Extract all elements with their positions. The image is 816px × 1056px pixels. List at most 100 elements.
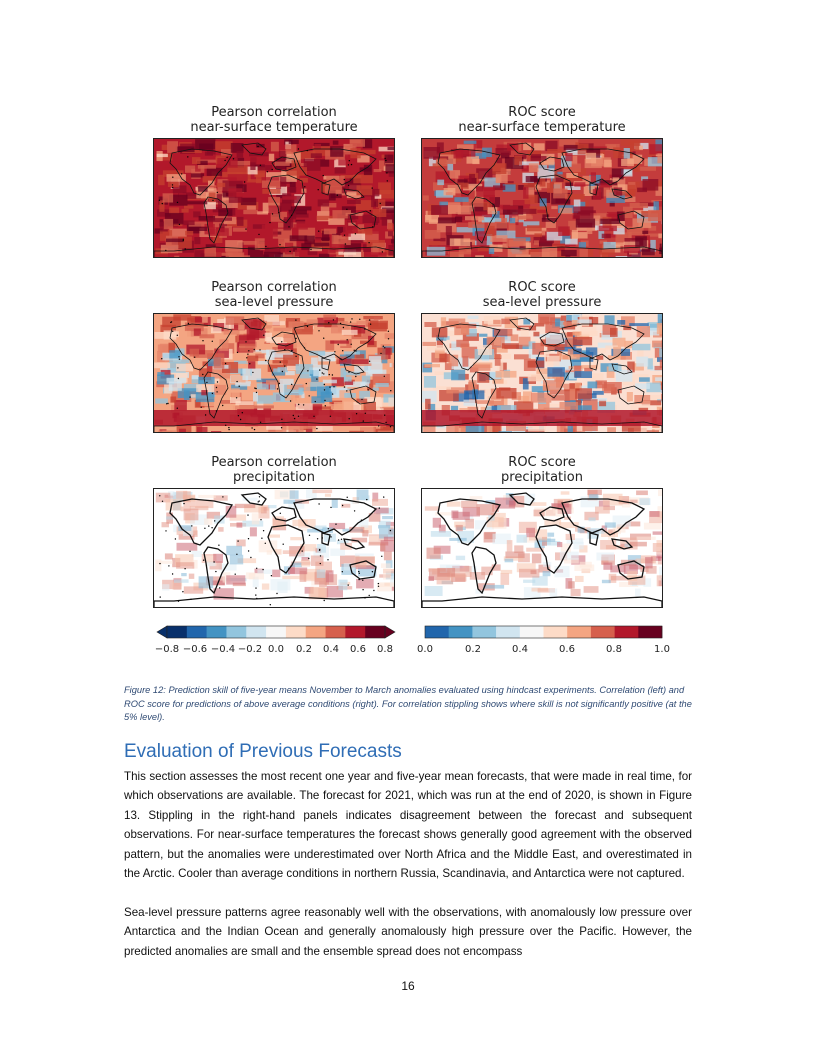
- stipple-dot: [280, 427, 283, 429]
- map-cell: [424, 322, 437, 327]
- map-cell: [469, 203, 488, 215]
- map-cell: [422, 341, 437, 346]
- map-cell: [488, 256, 499, 257]
- map-cell: [557, 542, 563, 548]
- map-precip-corr: [153, 488, 395, 608]
- stipple-dot: [189, 396, 191, 398]
- stipple-dot: [266, 171, 269, 173]
- map-cell: [599, 244, 615, 255]
- map-cell: [195, 499, 214, 509]
- map-cell: [256, 165, 273, 171]
- map-cell: [222, 362, 239, 373]
- map-cell: [539, 174, 546, 187]
- map-cell: [393, 160, 394, 169]
- map-cell: [661, 236, 662, 247]
- map-cell: [591, 373, 604, 382]
- stipple-dot: [172, 176, 174, 178]
- map-cell: [495, 174, 502, 183]
- map-cell: [305, 329, 314, 341]
- map-cell: [162, 584, 170, 591]
- map-cell: [273, 368, 281, 373]
- map-cell: [271, 371, 285, 376]
- map-cell: [322, 379, 337, 384]
- map-cell: [635, 145, 643, 151]
- map-cell: [307, 382, 325, 390]
- map-cell: [537, 209, 547, 214]
- map-cell: [341, 503, 351, 508]
- map-cell: [213, 495, 228, 501]
- map-cell: [378, 525, 390, 529]
- map-cell: [476, 504, 495, 516]
- map-cell: [653, 201, 659, 211]
- coastline: [611, 363, 633, 375]
- map-cell: [660, 382, 662, 390]
- map-cell: [586, 390, 604, 395]
- map-cell: [277, 581, 288, 593]
- map-cell: [533, 236, 554, 244]
- map-cell: [662, 529, 663, 537]
- map-cell: [393, 532, 394, 544]
- map-cell: [170, 396, 177, 403]
- stipple-dot: [165, 530, 167, 532]
- map-cell: [261, 224, 278, 237]
- map-cell: [558, 226, 570, 236]
- map-cell: [184, 205, 194, 209]
- stipple-dot: [340, 538, 343, 540]
- stipple-dot: [301, 550, 303, 552]
- map-cell: [593, 146, 607, 150]
- stipple-dot: [371, 226, 374, 228]
- map-cell: [311, 375, 319, 382]
- stipple-dot: [366, 498, 368, 501]
- stipple-dot: [208, 525, 210, 527]
- map-cell: [172, 185, 187, 198]
- stipple-dot: [332, 319, 335, 321]
- stipple-dot: [161, 358, 163, 360]
- stipple-dot: [330, 506, 332, 509]
- coastline: [508, 492, 535, 506]
- map-cell: [226, 545, 242, 556]
- map-cell: [208, 192, 216, 203]
- map-cell: [285, 242, 294, 255]
- map-cell: [495, 370, 517, 378]
- stipple-dot: [172, 330, 174, 332]
- map-cell: [360, 427, 376, 432]
- map-cell: [258, 540, 278, 553]
- map-cell: [499, 362, 507, 372]
- stipple-dot: [323, 389, 326, 391]
- map-cell: [157, 344, 172, 352]
- map-cell: [157, 372, 165, 376]
- map-cell: [354, 200, 373, 211]
- map-cell: [525, 186, 535, 197]
- map-cell: [162, 193, 174, 203]
- map-cell: [264, 321, 273, 331]
- map-cell: [533, 509, 545, 517]
- map-cell: [268, 505, 277, 509]
- map-cell: [455, 216, 463, 223]
- coastline: [589, 357, 599, 371]
- map-cell: [590, 398, 608, 402]
- map-cell: [587, 248, 594, 257]
- map-cell: [464, 566, 472, 577]
- map-cell: [166, 174, 186, 182]
- stipple-dot: [276, 343, 278, 346]
- map-cell: [181, 208, 189, 213]
- map-cell: [575, 388, 592, 399]
- stipple-dot: [348, 371, 350, 373]
- map-cell: [282, 575, 301, 580]
- map-cell: [468, 382, 475, 393]
- map-cell: [565, 153, 573, 162]
- stipple-dot: [254, 387, 256, 389]
- map-cell: [538, 564, 551, 573]
- map-cell: [490, 388, 501, 400]
- stipple-dot: [340, 358, 342, 360]
- map-cell: [582, 399, 598, 411]
- map-cell: [573, 206, 594, 219]
- colorbar-correlation-ticks: −0.8 −0.6 −0.4 −0.2 0.0 0.2 0.4 0.6 0.8: [150, 644, 400, 658]
- map-cell: [374, 507, 389, 514]
- stipple-dot: [165, 249, 167, 252]
- map-cell: [530, 156, 547, 161]
- map-cell: [604, 221, 625, 228]
- map-cell: [179, 428, 186, 432]
- map-cell: [243, 315, 253, 322]
- map-cell: [483, 584, 505, 589]
